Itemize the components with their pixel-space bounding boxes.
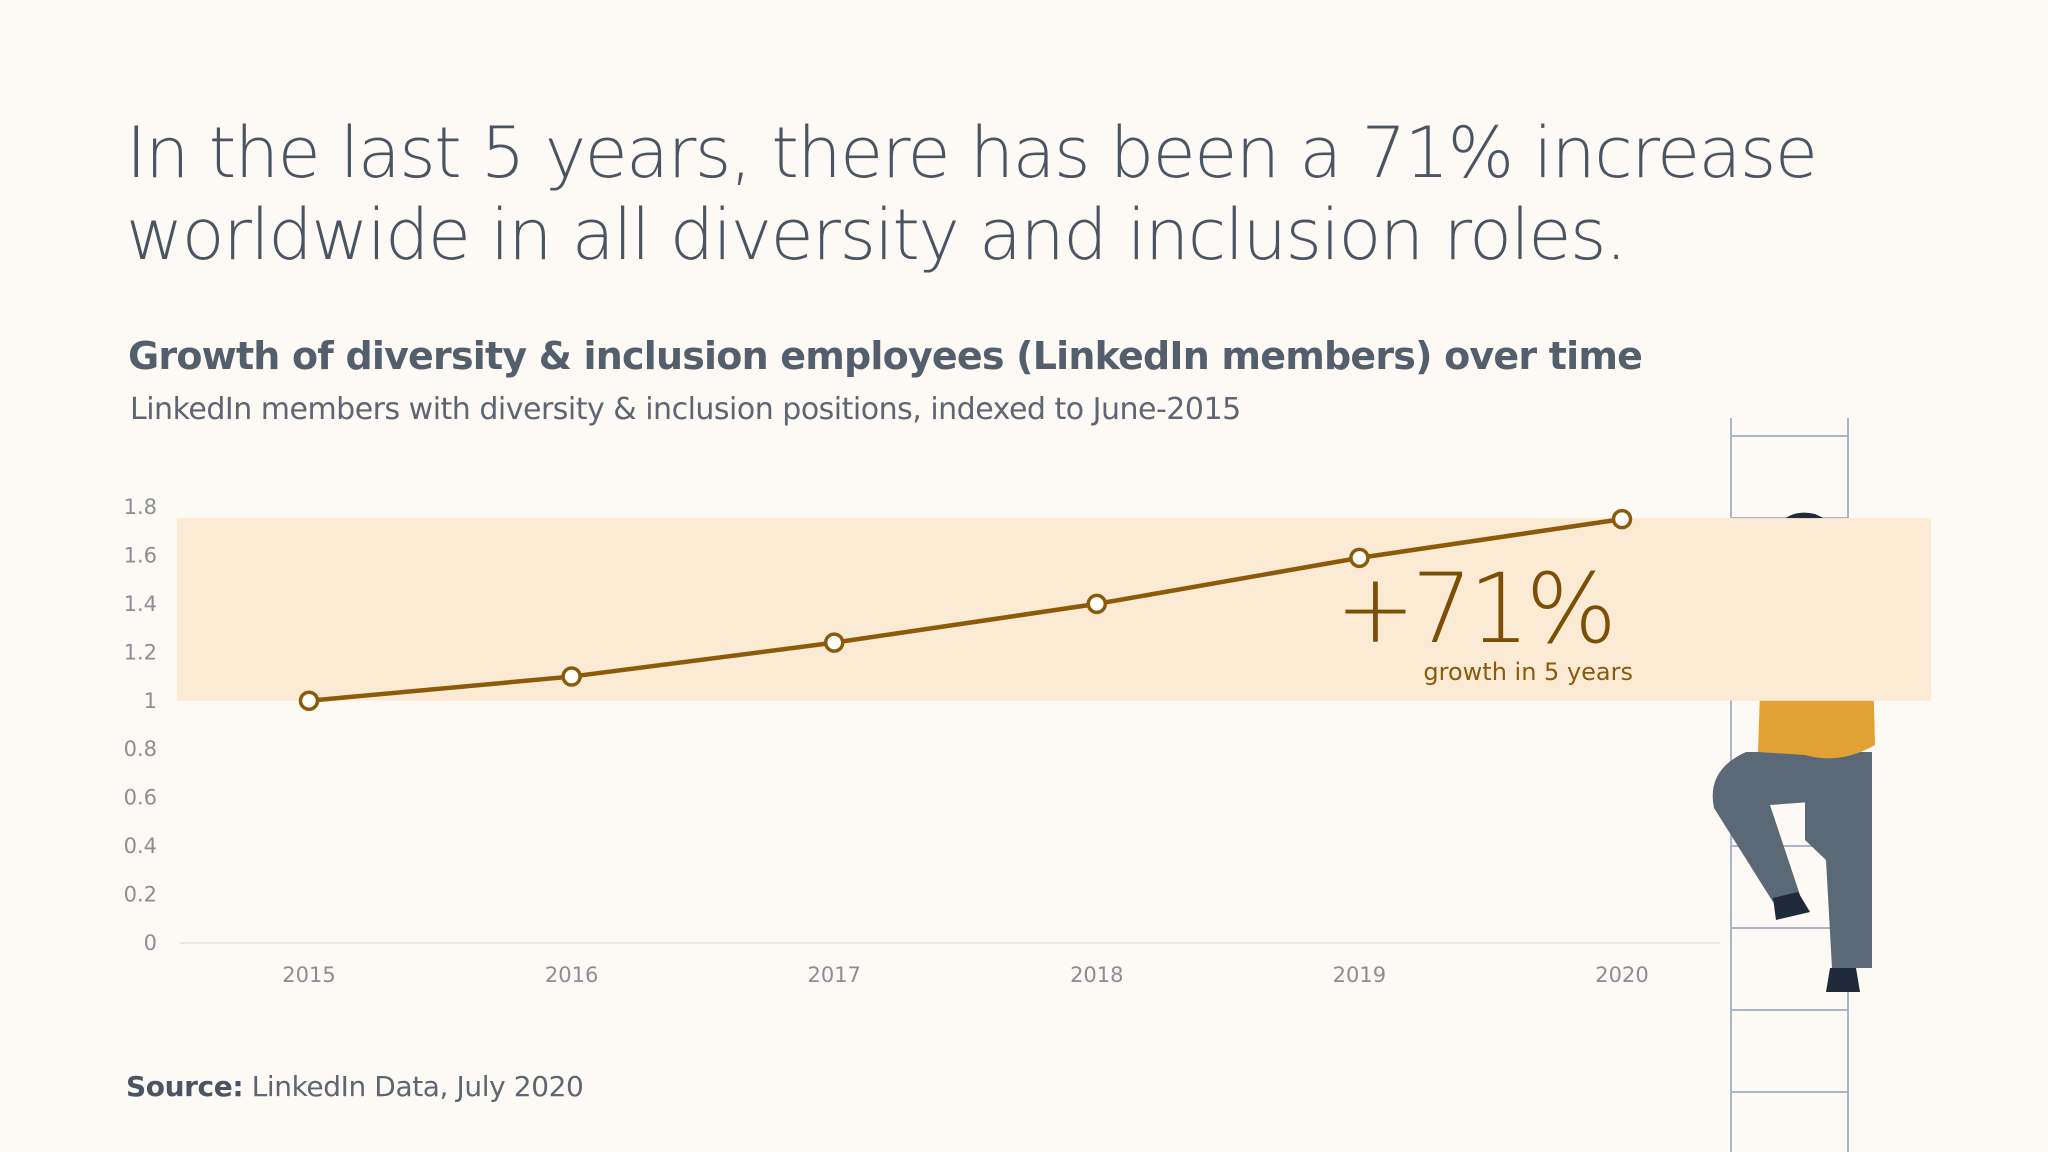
y-tick-label: 0.8	[124, 737, 157, 761]
source-note: Source: LinkedIn Data, July 2020	[126, 1070, 584, 1103]
y-tick-label: 0	[144, 931, 157, 955]
source-text: LinkedIn Data, July 2020	[243, 1070, 584, 1103]
growth-annotation-text: growth in 5 years	[1423, 658, 1633, 686]
y-tick-label: 1.4	[124, 592, 157, 616]
data-point	[1349, 547, 1370, 569]
growth-annotation-value: +71%	[1335, 553, 1613, 665]
headline: In the last 5 years, there has been a 71…	[126, 112, 1818, 276]
data-point	[298, 690, 320, 712]
series-line	[308, 516, 1623, 704]
x-tick-label: 2019	[1333, 963, 1386, 987]
data-point	[823, 632, 845, 653]
y-tick-label: 1.2	[124, 640, 157, 664]
x-tick-label: 2015	[282, 963, 335, 987]
chart-title: Growth of diversity & inclusion employee…	[128, 334, 1643, 378]
x-tick-label: 2018	[1070, 963, 1123, 987]
x-tick-label: 2016	[545, 963, 598, 987]
data-point	[1611, 508, 1633, 530]
source-label: Source:	[126, 1070, 244, 1103]
x-tick-label: 2017	[807, 963, 860, 987]
data-point	[561, 666, 582, 687]
y-tick-label: 0.6	[124, 786, 157, 810]
y-tick-label: 0.4	[124, 834, 157, 858]
data-point	[1086, 593, 1108, 615]
chart-subtitle: LinkedIn members with diversity & inclus…	[130, 392, 1241, 427]
y-tick-label: 1	[144, 689, 157, 713]
y-tick-label: 1.8	[124, 495, 157, 519]
y-tick-label: 1.6	[124, 543, 157, 567]
y-tick-label: 0.2	[124, 883, 157, 907]
x-tick-label: 2020	[1595, 963, 1648, 987]
